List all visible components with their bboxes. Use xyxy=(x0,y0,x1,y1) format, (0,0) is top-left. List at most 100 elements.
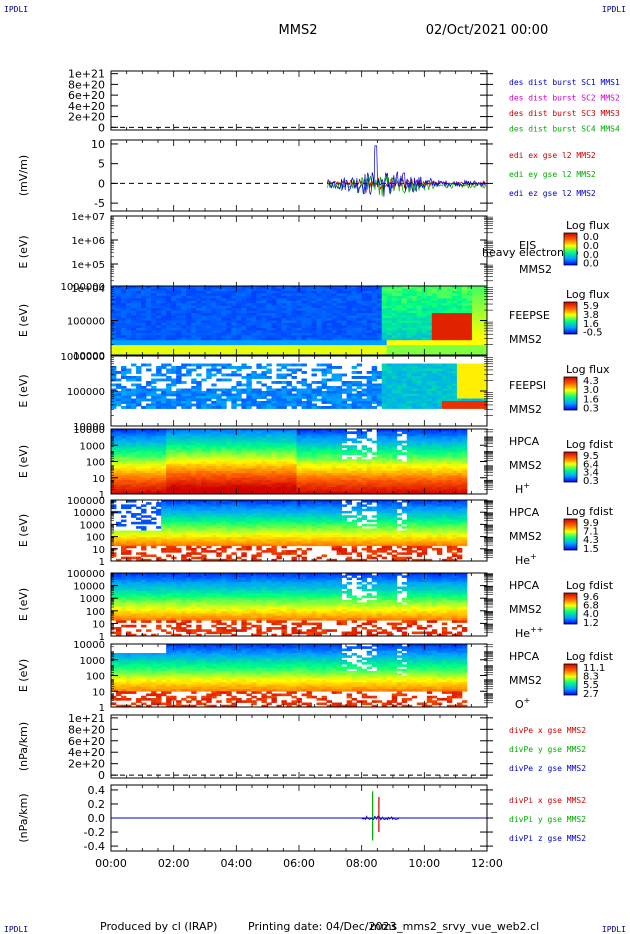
spectrogram-cell xyxy=(411,288,418,292)
spectrogram-cell xyxy=(461,315,468,319)
spectrogram-cell xyxy=(251,388,257,392)
spectrogram-cell xyxy=(446,315,453,319)
spectrogram-cell xyxy=(131,484,137,488)
spectrogram-cell xyxy=(126,456,132,460)
spectrogram-cell xyxy=(286,345,292,348)
spectrogram-cell xyxy=(161,350,167,353)
spectrogram-cell xyxy=(121,325,127,329)
spectrogram-cell xyxy=(276,310,282,314)
spectrogram-cell xyxy=(321,335,327,339)
spectrogram-cell xyxy=(466,381,473,384)
spectrogram-cell xyxy=(341,401,348,404)
spectrogram-cell xyxy=(391,320,398,324)
spectrogram-cell xyxy=(456,396,463,399)
spectrogram-cell xyxy=(291,447,297,451)
spectrogram-cell xyxy=(426,322,433,326)
spectrogram-cell xyxy=(301,378,307,382)
spectrogram-cell xyxy=(341,381,348,384)
spectrogram-cell xyxy=(256,461,262,465)
spectrogram-cell xyxy=(396,378,403,382)
spectrogram-cell xyxy=(396,332,403,336)
spectrogram-cell xyxy=(321,468,327,472)
spectrogram-cell xyxy=(186,310,192,314)
spectrogram-cell xyxy=(391,363,398,367)
spectrogram-cell xyxy=(271,350,277,353)
spectrogram-cell xyxy=(301,322,307,326)
spectrogram-cell xyxy=(301,318,307,321)
spectrogram-cell xyxy=(481,345,488,348)
spectrogram-cell xyxy=(461,286,468,289)
spectrogram-cell xyxy=(241,388,247,392)
spectrogram-cell xyxy=(456,303,463,307)
spectrogram-cell xyxy=(251,295,257,299)
spectrogram-cell xyxy=(291,396,297,399)
spectrogram-cell xyxy=(391,335,398,339)
spectrogram-cell xyxy=(206,388,212,392)
spectrogram-cell xyxy=(476,313,483,316)
spectrogram-cell xyxy=(301,440,307,444)
spectrogram-cell xyxy=(321,401,327,404)
spectrogram-cell xyxy=(381,386,388,389)
spectrogram-cell xyxy=(186,484,192,488)
spectrogram-cell xyxy=(226,442,232,446)
spectrogram-cell xyxy=(286,340,292,344)
spectrogram-cell xyxy=(171,484,177,488)
spectrogram-cell xyxy=(446,401,453,404)
spectrogram-cell xyxy=(401,335,408,339)
spectrogram-cell xyxy=(321,378,327,382)
spectrogram-cell xyxy=(281,318,287,321)
spectrogram-cell xyxy=(206,435,212,439)
spectrogram-cell xyxy=(136,473,142,476)
spectrogram-cell xyxy=(211,295,217,299)
spectrogram-cell xyxy=(371,308,378,312)
spectrogram-cell xyxy=(151,484,157,488)
spectrogram-cell xyxy=(231,330,237,334)
spectrogram-cell xyxy=(346,470,353,474)
spectrogram-cell xyxy=(271,335,277,339)
spectrogram-cell xyxy=(271,352,277,356)
spectrogram-cell xyxy=(121,320,127,324)
spectrogram-cell xyxy=(116,487,122,490)
spectrogram-cell xyxy=(241,286,247,289)
spectrogram-cell xyxy=(281,452,287,455)
spectrogram-cell xyxy=(331,401,337,404)
spectrogram-cell xyxy=(291,286,297,289)
spectrogram-cell xyxy=(236,480,242,483)
spectrogram-cell xyxy=(276,345,282,348)
spectrogram-cell xyxy=(336,330,343,334)
spectrogram-cell xyxy=(316,489,322,493)
spectrogram-cell xyxy=(166,391,172,394)
spectrogram-cell xyxy=(326,386,332,389)
spectrogram-cell xyxy=(266,347,272,351)
spectrogram-cell xyxy=(376,313,383,316)
spectrogram-cell xyxy=(441,293,448,297)
spectrogram-cell xyxy=(296,305,302,309)
spectrogram-cell xyxy=(191,300,197,304)
spectrogram-cell xyxy=(421,337,428,341)
spectrogram-cell xyxy=(416,366,423,369)
spectrogram-cell xyxy=(306,308,312,312)
spectrogram-cell xyxy=(341,398,348,402)
spectrogram-cell xyxy=(166,445,172,448)
spectrogram-cell xyxy=(291,347,297,351)
spectrogram-cell xyxy=(136,452,142,455)
spectrogram-cell xyxy=(231,431,237,435)
spectrogram-cell xyxy=(446,286,453,289)
spectrogram-cell xyxy=(416,286,423,289)
spectrogram-cell xyxy=(346,491,353,495)
spectrogram-cell xyxy=(326,303,332,307)
spectrogram-cell xyxy=(221,461,227,465)
spectrogram-cell xyxy=(236,391,242,394)
spectrogram-cell xyxy=(351,350,358,353)
spectrogram-cell xyxy=(446,305,453,309)
spectrogram-cell xyxy=(316,345,322,348)
spectrogram-cell xyxy=(421,363,428,367)
spectrogram-cell xyxy=(186,318,192,321)
spectrogram-cell xyxy=(141,305,147,309)
spectrogram-cell xyxy=(261,298,267,302)
spectrogram-image xyxy=(111,286,488,356)
spectrogram-cell xyxy=(331,468,337,472)
spectrogram-cell xyxy=(321,350,327,353)
spectrogram-cell xyxy=(186,396,192,399)
spectrogram-cell xyxy=(331,330,337,334)
